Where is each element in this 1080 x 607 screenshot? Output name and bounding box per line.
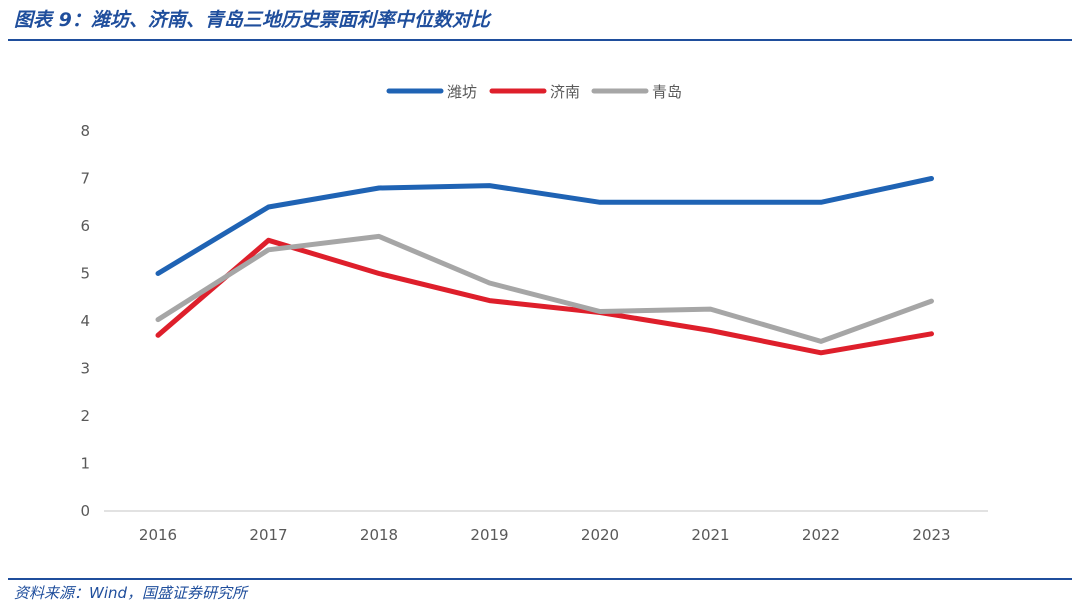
x-tick-label: 2016 [139,526,177,544]
x-tick-label: 2020 [581,526,619,544]
series-line-1 [155,176,934,276]
y-tick-label: 1 [80,455,90,473]
y-tick-label: 4 [80,312,90,330]
x-axis: 2016 2017 2018 2019 2020 2021 2022 2023 [104,510,988,544]
source-note: 资料来源：Wind，国盛证券研究所 [14,584,248,602]
chart-legend: 潍坊 济南 青岛 [386,83,682,101]
line-chart: 潍坊 济南 青岛 0 1 2 3 4 5 6 7 8 2016 2017 2018 2019 2020 202… [80,83,988,544]
x-tick-label: 2017 [249,526,287,544]
legend-label-1: 潍坊 [447,83,477,101]
y-tick-label: 6 [80,217,90,235]
x-tick-label: 2021 [691,526,729,544]
y-tick-label: 3 [80,360,90,378]
y-tick-label: 5 [80,265,90,283]
legend-label-3: 青岛 [652,83,682,101]
y-axis: 0 1 2 3 4 5 6 7 8 [80,122,90,520]
figure-title: 图表 9：潍坊、济南、青岛三地历史票面利率中位数对比 [14,9,490,31]
x-tick-label: 2023 [912,526,950,544]
y-tick-label: 2 [80,407,90,425]
legend-label-2: 济南 [550,83,580,101]
y-tick-label: 7 [80,170,90,188]
footer-divider [8,578,1072,580]
y-tick-label: 8 [80,122,90,140]
x-tick-label: 2018 [360,526,398,544]
x-tick-label: 2019 [470,526,508,544]
x-tick-label: 2022 [802,526,840,544]
title-divider [8,39,1072,41]
series-line-3 [155,233,934,344]
chart-series [155,176,934,356]
y-tick-label: 0 [80,502,90,520]
